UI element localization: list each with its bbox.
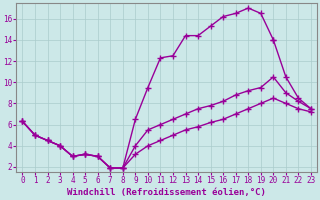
X-axis label: Windchill (Refroidissement éolien,°C): Windchill (Refroidissement éolien,°C) — [67, 188, 266, 197]
